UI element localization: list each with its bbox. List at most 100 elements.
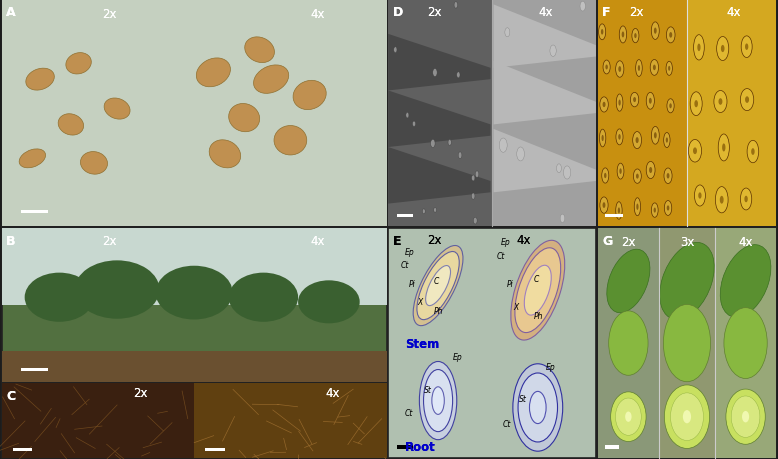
Text: 4x: 4x — [310, 235, 324, 247]
Ellipse shape — [471, 194, 475, 200]
Text: D: D — [393, 6, 403, 19]
Ellipse shape — [647, 93, 654, 110]
Ellipse shape — [616, 129, 623, 146]
Text: 4x: 4x — [539, 6, 553, 19]
Ellipse shape — [619, 101, 621, 106]
Text: 2x: 2x — [102, 8, 117, 21]
Ellipse shape — [422, 209, 426, 214]
Ellipse shape — [634, 34, 636, 39]
Ellipse shape — [605, 66, 608, 70]
Text: E: E — [393, 234, 401, 247]
Text: 2x: 2x — [621, 236, 635, 249]
Ellipse shape — [752, 149, 755, 156]
Ellipse shape — [619, 67, 621, 73]
Bar — [21, 369, 47, 371]
Bar — [2, 1, 387, 227]
Ellipse shape — [19, 150, 46, 168]
Ellipse shape — [607, 250, 650, 313]
Ellipse shape — [600, 130, 606, 147]
Ellipse shape — [458, 152, 462, 159]
Text: 2x: 2x — [426, 234, 441, 246]
Text: Ep: Ep — [405, 247, 415, 256]
Text: 4x: 4x — [310, 235, 324, 247]
Text: 4x: 4x — [310, 8, 324, 21]
Text: 2x: 2x — [426, 234, 441, 246]
Text: 2x: 2x — [426, 6, 441, 19]
Text: 2x: 2x — [621, 236, 635, 249]
Bar — [492, 1, 596, 227]
Bar — [598, 229, 659, 458]
Ellipse shape — [209, 140, 240, 168]
Text: A: A — [6, 6, 16, 19]
Ellipse shape — [693, 148, 697, 155]
Ellipse shape — [654, 133, 657, 139]
Bar — [605, 214, 622, 218]
Ellipse shape — [394, 48, 397, 54]
Bar — [2, 229, 387, 382]
Text: X: X — [513, 302, 518, 311]
Ellipse shape — [556, 164, 562, 173]
Text: Ph: Ph — [434, 307, 443, 316]
Ellipse shape — [633, 98, 636, 103]
Text: Root: Root — [405, 440, 436, 453]
Bar — [194, 383, 387, 458]
Text: 2x: 2x — [629, 6, 644, 19]
Text: 4x: 4x — [739, 236, 753, 249]
Ellipse shape — [603, 102, 605, 108]
Text: 4x: 4x — [726, 6, 741, 19]
Text: 3x: 3x — [680, 236, 694, 249]
Text: 4x: 4x — [325, 386, 340, 399]
Ellipse shape — [598, 25, 606, 41]
Text: Ep: Ep — [500, 238, 510, 247]
Ellipse shape — [245, 38, 275, 63]
Ellipse shape — [473, 218, 477, 224]
Ellipse shape — [615, 202, 622, 220]
Ellipse shape — [530, 392, 546, 424]
Ellipse shape — [563, 167, 571, 179]
Text: F: F — [602, 6, 611, 19]
Ellipse shape — [717, 38, 729, 62]
Ellipse shape — [654, 208, 656, 213]
Ellipse shape — [58, 114, 83, 136]
Ellipse shape — [715, 187, 728, 213]
Ellipse shape — [580, 2, 585, 12]
Text: Ep: Ep — [546, 362, 555, 371]
Ellipse shape — [475, 172, 478, 178]
Ellipse shape — [513, 364, 562, 451]
Ellipse shape — [667, 100, 675, 113]
Text: Ct: Ct — [503, 419, 511, 428]
Ellipse shape — [298, 281, 359, 324]
Ellipse shape — [664, 305, 710, 382]
Polygon shape — [388, 91, 491, 148]
Ellipse shape — [196, 59, 230, 88]
Text: St: St — [519, 394, 527, 403]
Ellipse shape — [699, 193, 702, 199]
Ellipse shape — [229, 273, 298, 322]
Ellipse shape — [433, 208, 436, 213]
Ellipse shape — [694, 36, 704, 61]
Text: D: D — [393, 6, 403, 19]
Ellipse shape — [668, 67, 671, 72]
Ellipse shape — [633, 132, 642, 149]
Ellipse shape — [515, 248, 561, 333]
Ellipse shape — [293, 81, 326, 110]
Ellipse shape — [604, 174, 607, 179]
Polygon shape — [494, 6, 596, 69]
Text: Ct: Ct — [405, 408, 413, 417]
Ellipse shape — [413, 246, 463, 326]
Ellipse shape — [601, 168, 609, 184]
Text: 4x: 4x — [739, 236, 753, 249]
Ellipse shape — [636, 174, 639, 179]
Ellipse shape — [602, 203, 605, 208]
Text: 4x: 4x — [310, 8, 324, 21]
Ellipse shape — [419, 362, 457, 440]
Text: Pi: Pi — [506, 279, 513, 288]
Ellipse shape — [406, 113, 409, 119]
Polygon shape — [388, 148, 491, 204]
Text: 2x: 2x — [102, 235, 117, 247]
Text: 2x: 2x — [629, 6, 644, 19]
Bar — [2, 229, 387, 305]
Ellipse shape — [695, 101, 698, 108]
Ellipse shape — [75, 261, 159, 319]
Text: X: X — [417, 297, 422, 307]
